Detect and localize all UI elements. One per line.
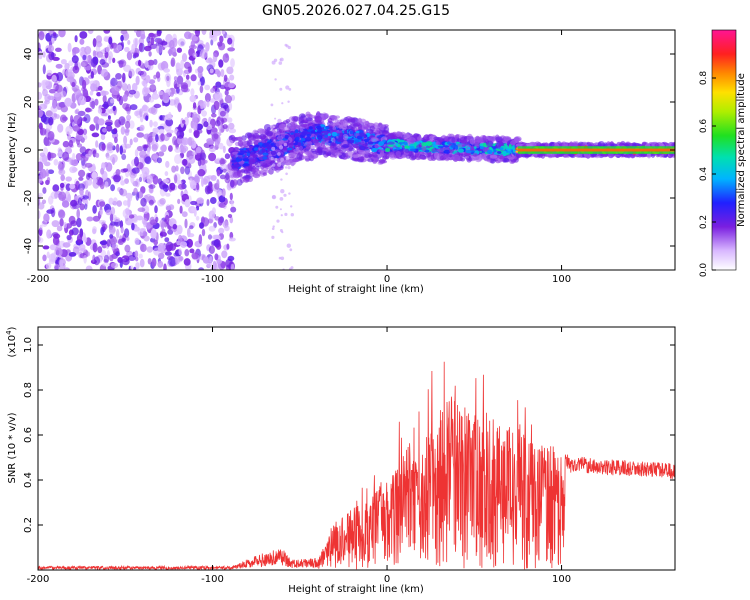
- snr-panel: -200 -100 0 100 0.2 0.4 0.6 0.8 1.0 Height of s…: [5, 326, 676, 595]
- heatmap-region-0: [38, 30, 237, 270]
- colorbar-tick-label: 0.0: [699, 263, 709, 278]
- snr-y-axis-label: SNR (10 * v/v): [7, 412, 18, 483]
- snr-line-layer: [38, 361, 675, 570]
- spectrogram-y-tick-label: -20: [23, 190, 34, 206]
- snr-y-multiplier-close: ): [7, 326, 18, 330]
- snr-y-multiplier-base: (x10: [7, 335, 18, 358]
- colorbar-ticks: 0.0 0.2 0.4 0.6 0.8: [699, 71, 716, 278]
- spectrogram-y-tick-label: -40: [23, 238, 34, 254]
- spectrogram-x-tick-label: -100: [201, 274, 224, 285]
- heatmap-region-4: [514, 140, 675, 159]
- spectrogram-x-ticks: -200 -100 0 100: [27, 30, 571, 285]
- spectrogram-y-ticks: -40 -20 0 20 40: [23, 48, 675, 254]
- heatmap-region-1: [230, 111, 321, 186]
- snr-x-tick-label: 0: [384, 574, 390, 585]
- spectrogram-y-tick-label: 0: [23, 147, 34, 153]
- snr-x-tick-label: 100: [552, 574, 571, 585]
- snr-y-multiplier: (x104): [5, 326, 18, 357]
- spectrogram-y-tick-label: 20: [23, 96, 34, 109]
- snr-y-tick-label: 0.4: [23, 472, 34, 488]
- snr-y-tick-label: 0.8: [23, 382, 34, 398]
- snr-y-tick-label: 0.6: [23, 427, 34, 443]
- snr-y-tick-label: 0.2: [23, 517, 34, 533]
- snr-x-tick-label: -200: [27, 574, 50, 585]
- colorbar-tick-label: 0.8: [699, 71, 709, 86]
- snr-y-ticks: 0.2 0.4 0.6 0.8 1.0: [23, 337, 675, 533]
- snr-x-axis-label: Height of straight line (km): [288, 584, 424, 595]
- colorbar-gradient: [711, 29, 737, 271]
- colorbar-tick-label: 0.4: [699, 167, 709, 182]
- snr-x-tick-label: -100: [201, 574, 224, 585]
- heatmap-scatter: [270, 43, 294, 270]
- snr-series-line: [38, 361, 675, 570]
- spectrogram-x-tick-label: 0: [384, 274, 390, 285]
- colorbar: 0.0 0.2 0.4 0.6 0.8 Normalized spectral ampl…: [699, 29, 747, 278]
- snr-y-multiplier-exponent: 4: [5, 330, 13, 335]
- spectrogram-y-tick-label: 40: [23, 48, 34, 61]
- spectrogram-heatmap: [38, 30, 675, 270]
- heatmap-region-3: [383, 131, 522, 164]
- spectrogram-x-tick-label: -200: [27, 274, 50, 285]
- snr-frame: [37, 326, 676, 571]
- spectrogram-x-axis-label: Height of straight line (km): [288, 284, 424, 295]
- figure-title: GN05.2026.027.04.25.G15: [262, 3, 450, 19]
- colorbar-tick-label: 0.6: [699, 119, 709, 134]
- spectrogram-x-tick-label: 100: [552, 274, 571, 285]
- snr-y-tick-label: 1.0: [23, 337, 34, 353]
- heatmap-region-2: [313, 111, 391, 165]
- colorbar-label: Normalized spectral amplitude: [736, 73, 747, 227]
- snr-x-ticks: -200 -100 0 100: [27, 327, 571, 585]
- spectrogram-y-axis-label: Frequency (Hz): [7, 112, 18, 188]
- colorbar-tick-label: 0.2: [699, 215, 709, 229]
